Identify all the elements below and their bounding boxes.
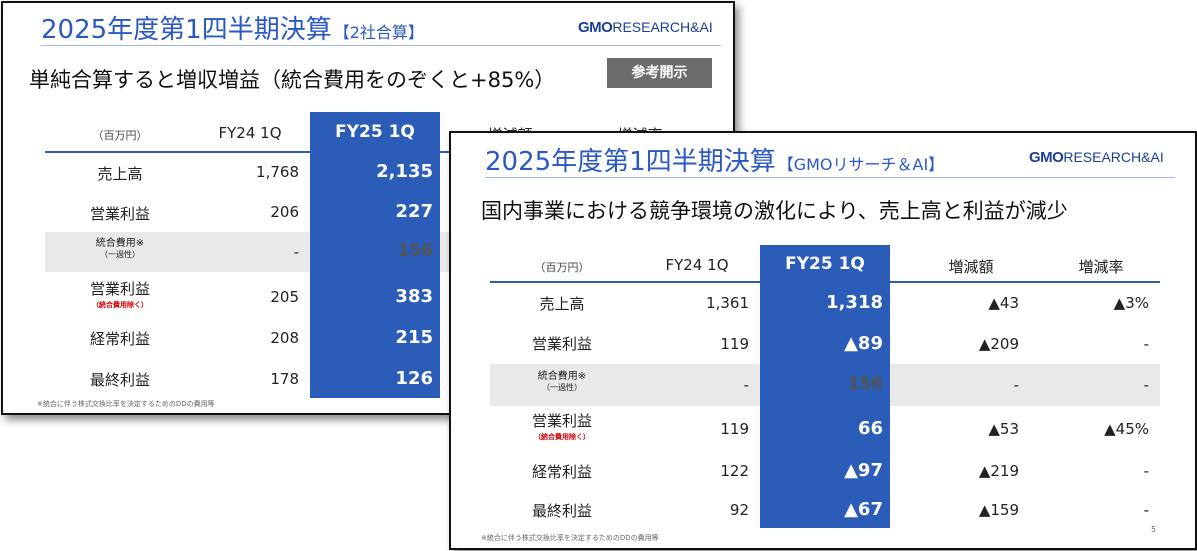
cell-diff-integration-cost: - bbox=[1013, 376, 1019, 394]
row-label-integration-cost: 統合費用※ （一過性） bbox=[507, 371, 617, 393]
slide-subtitle: 単純合算すると増収増益（統合費用をのぞくと+85%） bbox=[29, 68, 556, 92]
row-label-integration-cost: 統合費用※ （一過性） bbox=[65, 238, 175, 260]
page-number: 5 bbox=[1151, 525, 1157, 534]
operating-profit-excl-label: 営業利益 bbox=[531, 412, 592, 430]
cell-fy24-operating-profit-excl: 205 bbox=[270, 288, 299, 306]
cell-rate-sales: ▲3% bbox=[1113, 294, 1149, 312]
header-fy25: FY25 1Q bbox=[335, 122, 415, 142]
gmo-research-results-slide: 2025年度第1四半期決算 【GMOリサーチ＆AI】 GMORESEARCH&AI… bbox=[449, 131, 1197, 550]
row-label-ordinary-profit: 経常利益 bbox=[531, 463, 592, 481]
slide-subtitle: 国内事業における競争環境の激化により、売上高と利益が減少 bbox=[481, 199, 1068, 223]
row-label-net-profit: 最終利益 bbox=[89, 371, 150, 389]
slide-title: 2025年度第1四半期決算 【GMOリサーチ＆AI】 bbox=[485, 141, 944, 178]
title-tag: 【2社合算】 bbox=[333, 23, 424, 42]
title-main: 2025年度第1四半期決算 bbox=[41, 15, 332, 45]
cell-fy25-sales: 1,318 bbox=[826, 292, 883, 313]
row-label-operating-profit: 営業利益 bbox=[89, 205, 150, 223]
cell-fy25-integration-cost: 156 bbox=[397, 241, 434, 261]
header-rate: 増減率 bbox=[1078, 258, 1124, 276]
integration-cost-row-bg bbox=[45, 232, 310, 272]
cell-fy25-operating-profit-excl: 66 bbox=[857, 418, 883, 439]
title-main: 2025年度第1四半期決算 bbox=[485, 147, 776, 177]
row-label-operating-profit: 営業利益 bbox=[531, 335, 592, 353]
cell-diff-ordinary-profit: ▲219 bbox=[978, 462, 1019, 480]
cell-fy25-sales: 2,135 bbox=[376, 161, 433, 182]
cell-fy25-operating-profit: ▲89 bbox=[844, 333, 883, 354]
fy25-highlight-column bbox=[760, 245, 890, 528]
header-diff: 増減額 bbox=[948, 258, 994, 276]
header-unit: （百万円） bbox=[534, 261, 590, 274]
slide-title: 2025年度第1四半期決算 【2社合算】 bbox=[41, 9, 424, 46]
header-divider bbox=[45, 151, 733, 153]
cell-fy25-integration-cost: 156 bbox=[847, 374, 884, 394]
cell-fy24-integration-cost: - bbox=[743, 376, 749, 394]
cell-fy25-operating-profit: 227 bbox=[395, 201, 433, 222]
cell-fy24-sales: 1,768 bbox=[256, 163, 299, 181]
integration-cost-row-bg-right bbox=[890, 364, 1160, 406]
cell-fy24-operating-profit-excl: 119 bbox=[720, 420, 749, 438]
cell-fy25-net-profit: 126 bbox=[395, 368, 433, 389]
header-fy24: FY24 1Q bbox=[218, 124, 282, 142]
cell-fy24-ordinary-profit: 122 bbox=[720, 462, 749, 480]
row-label-operating-profit-excl: 営業利益 （統合費用除く） bbox=[507, 413, 617, 445]
integration-cost-row-bg bbox=[490, 364, 760, 406]
header-fy24: FY24 1Q bbox=[665, 256, 729, 274]
cell-rate-ordinary-profit: - bbox=[1143, 462, 1149, 480]
footnote: ※統合に伴う株式交換比率を決定するためのDDの費用等 bbox=[481, 534, 659, 542]
logo-gmo: GMO bbox=[1029, 149, 1064, 166]
cell-diff-sales: ▲43 bbox=[988, 294, 1019, 312]
integration-cost-label: 統合費用※ bbox=[537, 371, 587, 382]
title-tag: 【GMOリサーチ＆AI】 bbox=[777, 155, 945, 174]
cell-diff-net-profit: ▲159 bbox=[978, 501, 1019, 519]
cell-fy25-net-profit: ▲67 bbox=[844, 499, 883, 520]
fy25-highlight-column bbox=[310, 112, 440, 398]
cell-fy24-integration-cost: - bbox=[293, 243, 299, 261]
footnote: ※統合に伴う株式交換比率を決定するためのDDの費用等 bbox=[37, 400, 215, 408]
reference-badge: 参考開示 bbox=[607, 58, 712, 88]
title-divider bbox=[485, 177, 1175, 178]
cell-fy24-net-profit: 92 bbox=[729, 501, 749, 519]
cell-rate-operating-profit-excl: ▲45% bbox=[1104, 420, 1149, 438]
row-label-operating-profit-excl: 営業利益 （統合費用除く） bbox=[65, 281, 175, 313]
cell-diff-operating-profit-excl: ▲53 bbox=[988, 420, 1019, 438]
cell-fy25-operating-profit-excl: 383 bbox=[395, 286, 433, 307]
cell-fy25-ordinary-profit: ▲97 bbox=[844, 460, 883, 481]
header-divider bbox=[490, 281, 1160, 283]
cell-rate-operating-profit: - bbox=[1143, 335, 1149, 353]
cell-rate-net-profit: - bbox=[1143, 501, 1149, 519]
cell-diff-operating-profit: ▲209 bbox=[978, 335, 1019, 353]
header-fy25: FY25 1Q bbox=[785, 254, 865, 274]
integration-cost-note: （一過性） bbox=[100, 250, 140, 259]
cell-fy24-sales: 1,361 bbox=[706, 294, 749, 312]
header-unit: （百万円） bbox=[92, 129, 148, 142]
logo-gmo: GMO bbox=[578, 19, 613, 36]
company-logo: GMORESEARCH&AI bbox=[1029, 149, 1164, 166]
integration-cost-note: （一過性） bbox=[542, 383, 582, 392]
company-logo: GMORESEARCH&AI bbox=[578, 19, 713, 36]
operating-profit-excl-note: （統合費用除く） bbox=[92, 301, 148, 309]
logo-rest: RESEARCH&AI bbox=[1063, 149, 1164, 165]
cell-fy25-ordinary-profit: 215 bbox=[395, 327, 433, 348]
cell-fy24-operating-profit: 119 bbox=[720, 335, 749, 353]
operating-profit-excl-note: （統合費用除く） bbox=[534, 433, 590, 441]
row-label-sales: 売上高 bbox=[97, 165, 143, 183]
row-label-sales: 売上高 bbox=[539, 295, 585, 313]
logo-rest: RESEARCH&AI bbox=[612, 19, 713, 35]
cell-rate-integration-cost: - bbox=[1143, 376, 1149, 394]
title-divider bbox=[41, 45, 721, 46]
row-label-ordinary-profit: 経常利益 bbox=[89, 330, 150, 348]
cell-fy24-net-profit: 178 bbox=[270, 370, 299, 388]
operating-profit-excl-label: 営業利益 bbox=[89, 280, 150, 298]
cell-fy24-ordinary-profit: 208 bbox=[270, 329, 299, 347]
integration-cost-label: 統合費用※ bbox=[95, 238, 145, 249]
row-label-net-profit: 最終利益 bbox=[531, 502, 592, 520]
cell-fy24-operating-profit: 206 bbox=[270, 203, 299, 221]
